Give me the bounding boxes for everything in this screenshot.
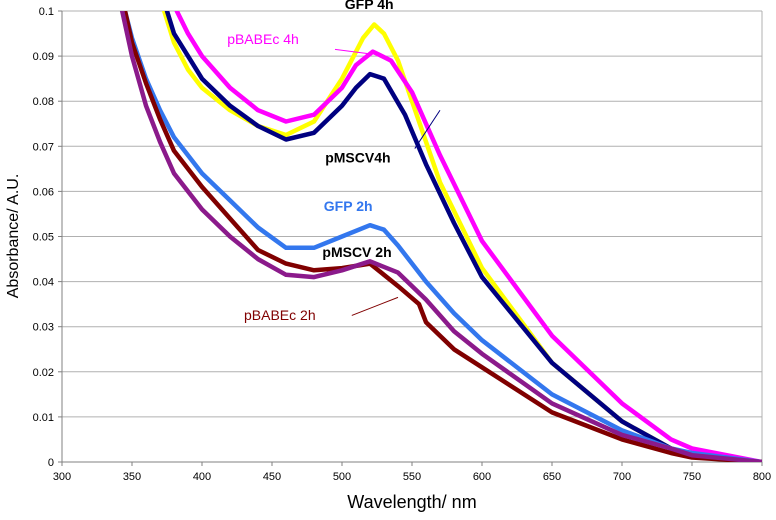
annotation-leader — [334, 48, 371, 55]
series-line-gfp-2h — [122, 11, 762, 462]
x-tick-label: 300 — [53, 471, 71, 483]
annotation-label: pMSCV4h — [325, 150, 390, 166]
series-annotations: GFP 4h pBABEc 4h pMSCV4h GFP 2h pMSCV 2h pBAB… — [227, 0, 441, 323]
x-tick-label: 750 — [683, 471, 701, 483]
y-axis-label: Absorbance/ A.U. — [5, 174, 22, 299]
y-tick-label: 0 — [48, 457, 54, 469]
x-tick-label: 550 — [403, 471, 421, 483]
series-lines — [119, 11, 762, 462]
y-tick-label: 0.06 — [33, 186, 54, 198]
series-line-pmscv4h — [164, 11, 762, 462]
series-line-pbabec-4h — [174, 11, 762, 462]
annotation-label: GFP 2h — [324, 198, 373, 214]
x-tick-label: 500 — [333, 471, 351, 483]
x-tick-label: 650 — [543, 471, 561, 483]
y-tick-label: 0.07 — [33, 141, 54, 153]
x-tick-label: 700 — [613, 471, 631, 483]
x-tick-label: 400 — [193, 471, 211, 483]
x-tick-label: 450 — [263, 471, 281, 483]
annotation-label: pBABEc 2h — [244, 307, 316, 323]
annotation-label: GFP 4h — [345, 0, 394, 12]
annotation-leader — [414, 109, 441, 149]
y-tick-label: 0.02 — [33, 367, 54, 379]
x-tick-label: 600 — [473, 471, 491, 483]
y-tick-label: 0.04 — [33, 277, 54, 289]
annotation-label: pBABEc 4h — [227, 31, 299, 47]
y-tick-labels: 0 0.01 0.02 0.03 0.04 0.05 0.06 0.07 0.08 0.09 0.1 — [33, 6, 62, 469]
y-tick-label: 0.1 — [39, 6, 54, 18]
y-tick-label: 0.05 — [33, 232, 54, 244]
y-tick-label: 0.08 — [33, 96, 54, 108]
series-line-pbabec-2h — [119, 11, 762, 462]
y-tick-label: 0.01 — [33, 412, 54, 424]
y-tick-label: 0.03 — [33, 322, 54, 334]
x-tick-label: 800 — [753, 471, 771, 483]
annotation-leader — [351, 296, 399, 316]
x-tick-labels: 300 350 400 450 500 550 600 650 700 750 800 — [53, 462, 771, 483]
y-tick-label: 0.09 — [33, 51, 54, 63]
x-axis-label: Wavelength/ nm — [347, 492, 476, 512]
annotation-label: pMSCV 2h — [322, 244, 391, 260]
x-tick-label: 350 — [123, 471, 141, 483]
